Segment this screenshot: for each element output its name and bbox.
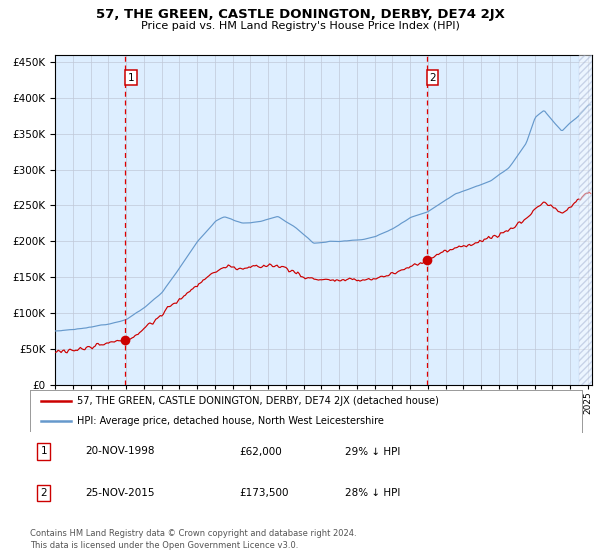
Text: HPI: Average price, detached house, North West Leicestershire: HPI: Average price, detached house, Nort… [77, 416, 384, 426]
Text: 20-NOV-1998: 20-NOV-1998 [85, 446, 155, 456]
Text: £62,000: £62,000 [240, 446, 283, 456]
Text: 57, THE GREEN, CASTLE DONINGTON, DERBY, DE74 2JX: 57, THE GREEN, CASTLE DONINGTON, DERBY, … [95, 8, 505, 21]
Text: 57, THE GREEN, CASTLE DONINGTON, DERBY, DE74 2JX (detached house): 57, THE GREEN, CASTLE DONINGTON, DERBY, … [77, 396, 439, 407]
Text: Contains HM Land Registry data © Crown copyright and database right 2024.
This d: Contains HM Land Registry data © Crown c… [30, 529, 356, 550]
Text: 28% ↓ HPI: 28% ↓ HPI [344, 488, 400, 498]
Text: 1: 1 [127, 73, 134, 83]
Text: 2: 2 [429, 73, 436, 83]
Text: £173,500: £173,500 [240, 488, 289, 498]
Text: 2: 2 [40, 488, 47, 498]
Text: 1: 1 [40, 446, 47, 456]
Text: 29% ↓ HPI: 29% ↓ HPI [344, 446, 400, 456]
Text: 25-NOV-2015: 25-NOV-2015 [85, 488, 155, 498]
Text: Price paid vs. HM Land Registry's House Price Index (HPI): Price paid vs. HM Land Registry's House … [140, 21, 460, 31]
